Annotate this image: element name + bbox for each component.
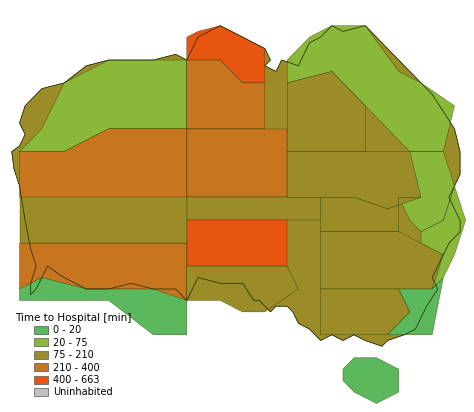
Polygon shape [19,197,187,243]
Polygon shape [320,289,410,335]
Polygon shape [187,220,287,266]
Polygon shape [19,129,187,197]
Polygon shape [187,60,265,129]
Polygon shape [343,358,399,403]
Polygon shape [287,71,365,152]
Polygon shape [421,186,465,289]
Polygon shape [399,152,455,232]
Polygon shape [187,266,298,312]
Polygon shape [320,232,443,289]
Polygon shape [287,152,443,209]
Polygon shape [320,197,421,232]
Polygon shape [187,129,287,197]
Polygon shape [19,243,187,300]
Polygon shape [19,60,187,152]
Polygon shape [19,278,187,335]
Polygon shape [187,197,320,220]
Polygon shape [287,26,455,152]
Polygon shape [12,26,460,346]
Polygon shape [187,26,265,83]
Polygon shape [388,278,443,335]
Legend: 0 - 20, 20 - 75, 75 - 210, 210 - 400, 400 - 663, Uninhabited: 0 - 20, 20 - 75, 75 - 210, 210 - 400, 40… [12,310,135,400]
